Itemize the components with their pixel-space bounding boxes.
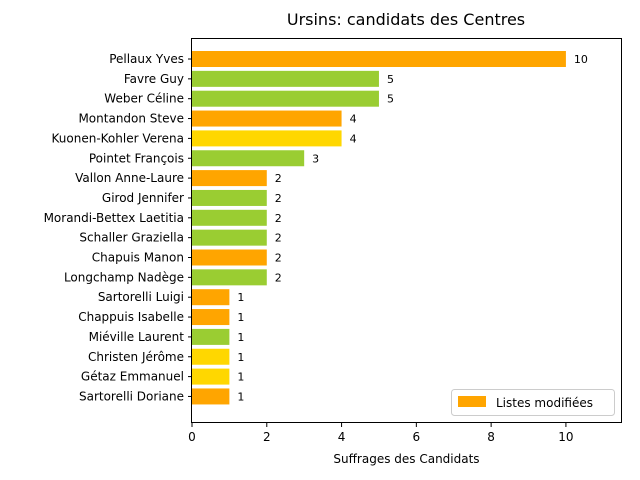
bar	[192, 150, 305, 167]
y-tick-label: Kuonen-Kohler Verena	[52, 131, 185, 145]
bar	[192, 328, 230, 345]
x-tick-label: 8	[487, 430, 495, 444]
data-label: 2	[275, 192, 282, 205]
data-label: 1	[237, 371, 244, 384]
bar	[192, 51, 566, 67]
data-label: 2	[275, 212, 282, 225]
legend-label: Listes modifiées	[496, 396, 593, 410]
bar	[192, 189, 267, 206]
bar	[192, 209, 267, 226]
bar	[192, 130, 342, 147]
x-tick-label: 10	[558, 430, 573, 444]
data-label: 4	[350, 132, 357, 145]
data-label: 5	[387, 93, 394, 106]
bar	[192, 368, 230, 385]
axes-layer	[191, 38, 622, 423]
bar	[192, 229, 267, 246]
bar	[192, 170, 267, 187]
bar	[192, 110, 342, 127]
data-label: 1	[237, 331, 244, 344]
bar	[192, 70, 379, 87]
bar	[192, 289, 230, 306]
y-tick-label: Chappuis Isabelle	[78, 310, 184, 324]
legend: Listes modifiées	[451, 389, 615, 416]
y-tick-label: Pellaux Yves	[109, 52, 184, 66]
y-tick-label: Sartorelli Luigi	[98, 290, 184, 304]
plot-frame	[191, 38, 622, 423]
y-tick-label: Weber Céline	[104, 92, 184, 106]
bar	[192, 249, 267, 266]
bar	[192, 309, 230, 326]
data-label: 2	[275, 252, 282, 265]
bar	[192, 90, 379, 107]
y-tick-label: Miéville Laurent	[89, 330, 185, 344]
y-tick-label: Chapuis Manon	[92, 251, 184, 265]
x-tick-label: 0	[188, 430, 196, 444]
x-tick-label: 6	[413, 430, 421, 444]
x-axis-ticks: 0 2 4 6 8 10	[188, 423, 574, 444]
data-label: 2	[275, 232, 282, 245]
data-label: 3	[312, 152, 319, 165]
y-tick-label: Gétaz Emmanuel	[81, 370, 184, 384]
y-tick-label: Schaller Graziella	[79, 231, 184, 245]
legend-swatch	[458, 396, 486, 407]
bars-layer: 10 5 5 4 4 3 2 2 2 2 2 2 1 1 1 1 1 1	[192, 51, 588, 405]
bar	[192, 269, 267, 286]
y-tick-label: Morandi-Bettex Laetitia	[44, 211, 184, 225]
data-label: 4	[350, 113, 357, 126]
x-tick-label: 4	[338, 430, 346, 444]
y-tick-label: Sartorelli Doriane	[79, 389, 184, 403]
bar	[192, 388, 230, 405]
bar	[192, 348, 230, 365]
y-tick-label: Pointet François	[89, 151, 184, 165]
x-axis-label: Suffrages des Candidats	[333, 452, 479, 466]
y-tick-label: Longchamp Nadège	[64, 270, 184, 284]
data-label: 10	[574, 53, 588, 66]
chart-title: Ursins: candidats des Centres	[287, 10, 525, 29]
y-tick-label: Christen Jérôme	[88, 350, 184, 364]
y-tick-label: Vallon Anne-Laure	[75, 171, 184, 185]
y-tick-label: Girod Jennifer	[102, 191, 184, 205]
data-label: 1	[237, 390, 244, 403]
data-label: 2	[275, 271, 282, 284]
y-tick-label: Montandon Steve	[78, 112, 184, 126]
data-label: 1	[237, 351, 244, 364]
y-axis-labels: Pellaux Yves Favre Guy Weber Céline Montand…	[44, 52, 192, 403]
data-label: 1	[237, 311, 244, 324]
data-label: 1	[237, 291, 244, 304]
legend-frame	[451, 389, 615, 416]
data-label: 5	[387, 73, 394, 86]
x-tick-label: 2	[263, 430, 271, 444]
data-label: 2	[275, 172, 282, 185]
y-tick-label: Favre Guy	[124, 72, 184, 86]
